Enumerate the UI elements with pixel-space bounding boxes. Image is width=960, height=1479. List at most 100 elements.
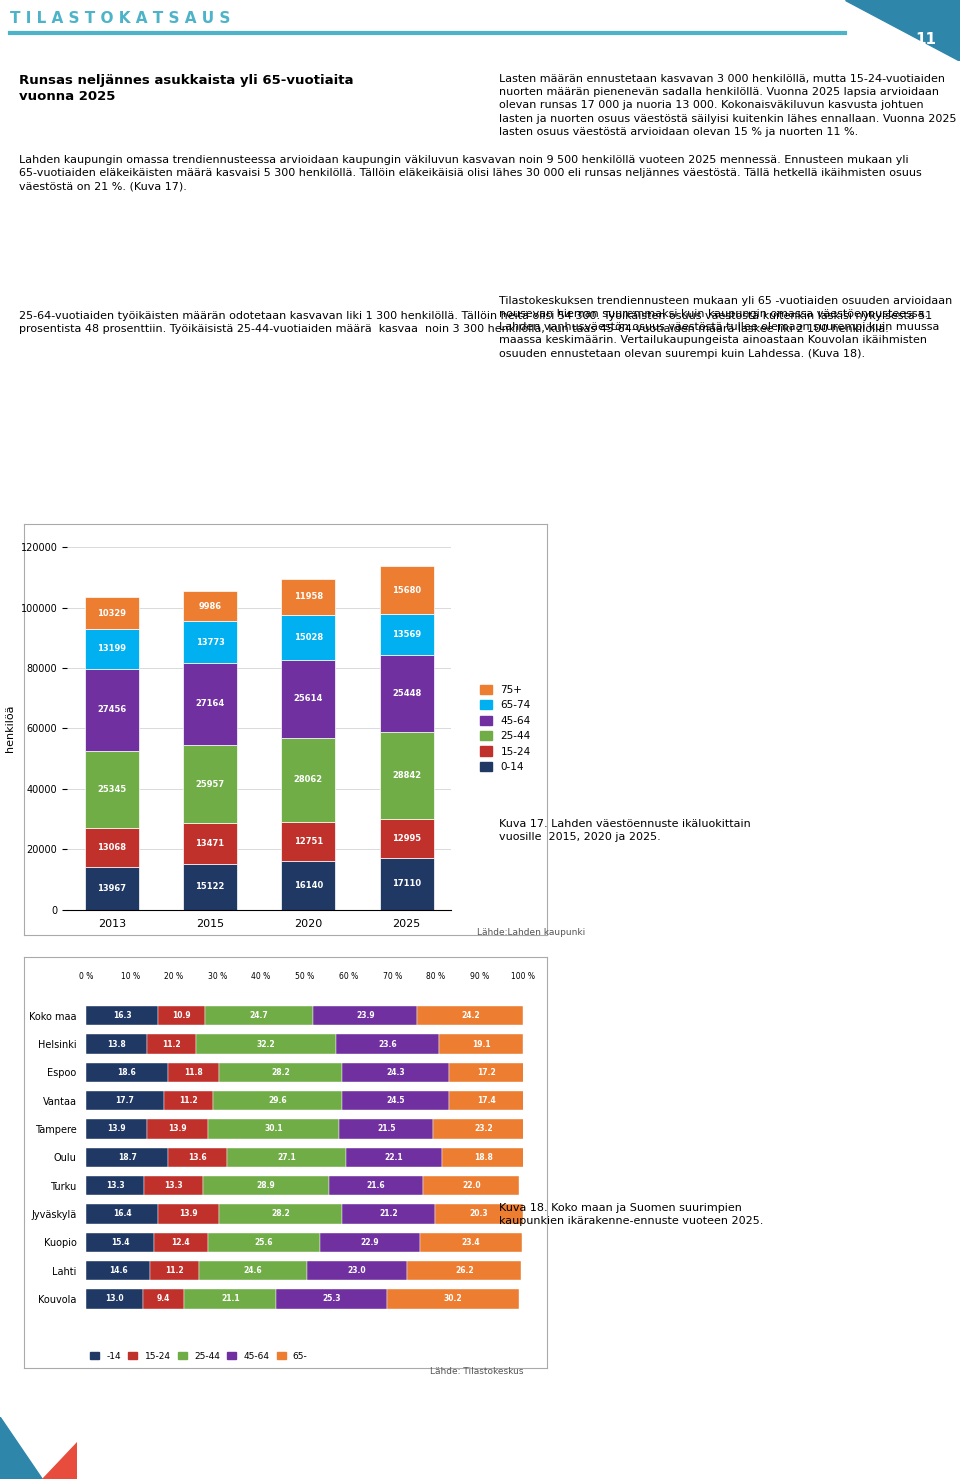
- Bar: [435, 1204, 523, 1223]
- Bar: [203, 1176, 329, 1195]
- Text: 16.4: 16.4: [113, 1210, 132, 1219]
- Bar: [313, 1006, 418, 1025]
- Text: 17.2: 17.2: [477, 1068, 495, 1077]
- Bar: [443, 1148, 524, 1167]
- Text: 13.9: 13.9: [168, 1124, 187, 1133]
- Bar: [433, 1120, 535, 1139]
- Polygon shape: [42, 1442, 77, 1479]
- Bar: [342, 1204, 435, 1223]
- Text: 25-64-vuotiaiden työikäisten määrän odotetaan kasvavan liki 1 300 henkilöllä. Tä: 25-64-vuotiaiden työikäisten määrän odot…: [19, 311, 932, 334]
- Text: 18.7: 18.7: [118, 1152, 136, 1162]
- Bar: [306, 1262, 407, 1281]
- Text: 11.8: 11.8: [184, 1068, 203, 1077]
- Bar: [84, 751, 139, 828]
- Bar: [86, 1034, 147, 1053]
- Bar: [84, 669, 139, 751]
- Text: 25.3: 25.3: [323, 1294, 341, 1303]
- Text: 13.3: 13.3: [107, 1182, 125, 1191]
- Bar: [420, 1232, 522, 1251]
- Text: 13.0: 13.0: [106, 1294, 124, 1303]
- Text: 23.0: 23.0: [348, 1266, 366, 1275]
- Text: Lasten määrän ennustetaan kasvavan 3 000 henkilöllä, mutta 15-24-vuotiaiden nuor: Lasten määrän ennustetaan kasvavan 3 000…: [499, 74, 957, 136]
- Bar: [147, 1120, 207, 1139]
- Bar: [86, 1006, 157, 1025]
- Bar: [147, 1034, 196, 1053]
- Text: 13.9: 13.9: [108, 1124, 126, 1133]
- Bar: [183, 592, 237, 621]
- Text: 13569: 13569: [392, 630, 421, 639]
- Bar: [379, 655, 434, 732]
- Bar: [150, 1262, 199, 1281]
- Text: 23.9: 23.9: [356, 1012, 374, 1021]
- Text: 32.2: 32.2: [256, 1040, 276, 1049]
- Bar: [86, 1204, 158, 1223]
- Text: 30.2: 30.2: [444, 1294, 462, 1303]
- Bar: [86, 1290, 143, 1309]
- Text: 11: 11: [915, 33, 936, 47]
- Text: 25448: 25448: [392, 689, 421, 698]
- Polygon shape: [845, 0, 960, 61]
- Text: Runsas neljännes asukkaista yli 65-vuotiaita
vuonna 2025: Runsas neljännes asukkaista yli 65-vuoti…: [19, 74, 353, 104]
- Text: 25957: 25957: [196, 779, 225, 788]
- Text: 10329: 10329: [97, 608, 126, 618]
- Text: 10.9: 10.9: [172, 1012, 191, 1021]
- Text: 17.7: 17.7: [115, 1096, 134, 1105]
- Bar: [379, 819, 434, 858]
- Text: 13773: 13773: [196, 637, 225, 646]
- Bar: [407, 1262, 521, 1281]
- Text: 24.6: 24.6: [244, 1266, 262, 1275]
- Text: 13967: 13967: [97, 884, 126, 893]
- Text: 29.6: 29.6: [268, 1096, 287, 1105]
- Bar: [449, 1092, 525, 1111]
- Text: Kuva 18. Koko maan ja Suomen suurimpien
kaupunkien ikärakenne-ennuste vuoteen 20: Kuva 18. Koko maan ja Suomen suurimpien …: [499, 1204, 763, 1226]
- Bar: [183, 621, 237, 663]
- Text: 13.6: 13.6: [188, 1152, 207, 1162]
- Bar: [219, 1063, 343, 1083]
- Text: 17.4: 17.4: [477, 1096, 496, 1105]
- Bar: [158, 1204, 219, 1223]
- Bar: [86, 1232, 154, 1251]
- Bar: [207, 1232, 320, 1251]
- Text: 27.1: 27.1: [277, 1152, 296, 1162]
- Text: 30.1: 30.1: [264, 1124, 283, 1133]
- Bar: [219, 1204, 342, 1223]
- Bar: [329, 1176, 423, 1195]
- Text: 18.8: 18.8: [474, 1152, 492, 1162]
- Text: 24.2: 24.2: [461, 1012, 480, 1021]
- Bar: [86, 1092, 164, 1111]
- Bar: [157, 1006, 205, 1025]
- Text: T I L A S T O K A T S A U S: T I L A S T O K A T S A U S: [10, 10, 230, 27]
- Text: 16140: 16140: [294, 880, 323, 890]
- Text: 13199: 13199: [97, 643, 126, 654]
- Bar: [183, 824, 237, 864]
- Bar: [212, 1092, 342, 1111]
- Bar: [343, 1063, 448, 1083]
- Text: 21.6: 21.6: [367, 1182, 385, 1191]
- Bar: [281, 738, 335, 822]
- Text: 14.6: 14.6: [109, 1266, 128, 1275]
- Text: 13.8: 13.8: [108, 1040, 126, 1049]
- Bar: [207, 1120, 339, 1139]
- Bar: [387, 1290, 518, 1309]
- Bar: [154, 1232, 207, 1251]
- Bar: [346, 1148, 443, 1167]
- Text: 23.4: 23.4: [462, 1238, 480, 1247]
- Text: 25614: 25614: [294, 695, 324, 704]
- Legend: 75+, 65-74, 45-64, 25-44, 15-24, 0-14: 75+, 65-74, 45-64, 25-44, 15-24, 0-14: [475, 680, 535, 776]
- Bar: [84, 629, 139, 669]
- Text: 19.1: 19.1: [471, 1040, 491, 1049]
- Bar: [145, 1176, 203, 1195]
- Text: 26.2: 26.2: [455, 1266, 473, 1275]
- Text: 28.2: 28.2: [272, 1068, 290, 1077]
- Text: 16.3: 16.3: [112, 1012, 132, 1021]
- Bar: [281, 861, 335, 910]
- Bar: [423, 1176, 519, 1195]
- Text: 11.2: 11.2: [162, 1040, 180, 1049]
- Legend: -14, 15-24, 25-44, 45-64, 65-: -14, 15-24, 25-44, 45-64, 65-: [86, 1349, 311, 1365]
- Bar: [184, 1290, 276, 1309]
- Bar: [164, 1092, 212, 1111]
- Text: 9986: 9986: [199, 602, 222, 611]
- Text: 25.6: 25.6: [254, 1238, 273, 1247]
- Bar: [86, 1262, 150, 1281]
- Text: Tilastokeskuksen trendiennusteen mukaan yli 65 -vuotiaiden osuuden arvioidaan no: Tilastokeskuksen trendiennusteen mukaan …: [499, 296, 952, 358]
